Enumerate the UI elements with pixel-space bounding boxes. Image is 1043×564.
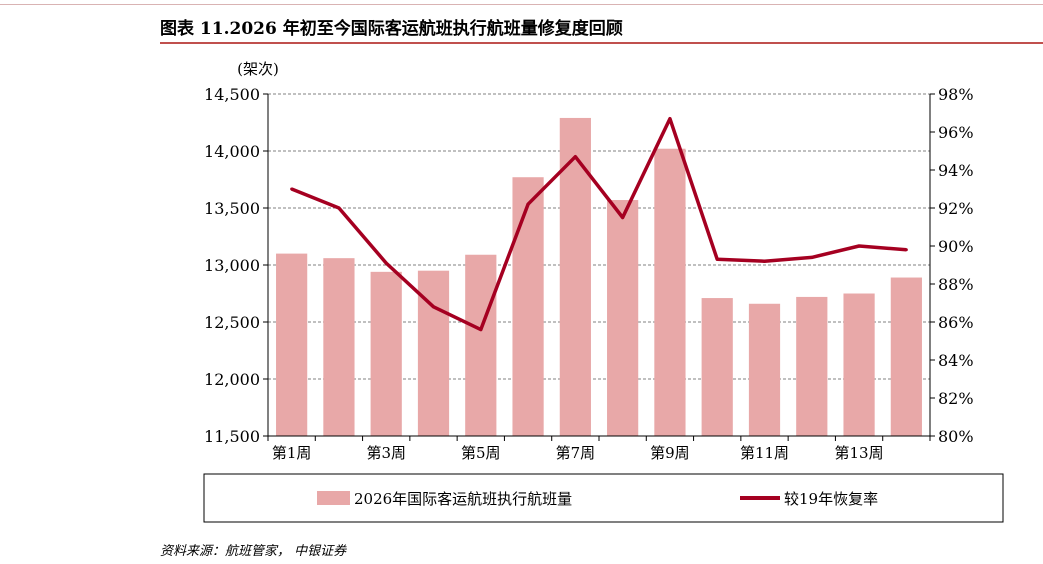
line-point (526, 202, 530, 206)
legend-line-label: 较19年恢复率 (784, 490, 878, 508)
bar (465, 254, 497, 436)
line-series (290, 116, 907, 332)
line-point (621, 216, 625, 219)
grid-layer (268, 93, 930, 380)
line-point (384, 261, 388, 265)
x-tick-label: 第1周 (272, 444, 312, 462)
bar (890, 277, 922, 436)
bar (512, 177, 544, 436)
top-divider (0, 4, 1043, 5)
legend-box (203, 473, 1004, 523)
bar (654, 148, 686, 436)
label-layer: 11,500 12,000 12,500 13,000 13,500 14,000 14,5… (204, 85, 974, 462)
bar (276, 253, 308, 436)
y-right-tick-label: 92% (938, 199, 974, 218)
line-point (763, 259, 766, 263)
bar (796, 296, 828, 436)
y-left-tick-label: 12,000 (204, 370, 260, 389)
y-right-tick-label: 88% (938, 275, 974, 294)
title-underline (160, 42, 1043, 44)
y-right-tick-label: 98% (938, 85, 974, 104)
x-tick-label: 第13周 (835, 444, 884, 462)
line-point (432, 305, 435, 309)
x-tick-label: 第5周 (461, 444, 501, 462)
x-tick-label: 第9周 (650, 444, 690, 462)
line-point (668, 117, 672, 121)
x-tick-label: 第7周 (556, 444, 596, 462)
bar (370, 271, 402, 436)
y-left-tick-label: 13,500 (204, 199, 260, 218)
line-layer (290, 116, 908, 332)
line-point (573, 155, 577, 159)
bar (748, 303, 781, 436)
y-left-tick-label: 13,000 (204, 256, 260, 275)
chart: 11,500 12,000 12,500 13,000 13,500 14,000 14,5… (203, 60, 1004, 523)
chart-title: 图表 11.2026 年初至今国际客运航班执行航班量修复度回顾 (160, 19, 623, 39)
line-point (290, 187, 294, 191)
x-tick-label: 第3周 (366, 444, 406, 462)
y-right-tick-label: 82% (938, 389, 974, 408)
line-point (904, 248, 908, 252)
y-left-tick-label: 14,500 (204, 85, 260, 104)
bars-layer (276, 117, 922, 436)
y-left-tick-label: 11,500 (204, 427, 260, 446)
bar (701, 298, 733, 436)
axes-layer (263, 93, 935, 441)
line-point (810, 255, 814, 259)
y-left-tick-label: 12,500 (204, 313, 260, 332)
y-right-tick-label: 84% (938, 351, 974, 370)
line-point (715, 257, 719, 261)
line-point (479, 328, 483, 332)
bar (607, 200, 639, 436)
y-right-tick-label: 90% (938, 237, 974, 256)
source-note: 资料来源：航班管家， 中银证券 (160, 544, 347, 559)
x-tick-label: 第11周 (740, 444, 789, 462)
y-axis-unit-label: (架次) (237, 60, 279, 78)
y-right-tick-label: 94% (938, 161, 974, 180)
bar (323, 258, 355, 436)
y-right-tick-label: 80% (938, 427, 974, 446)
legend-bar-label: 2026年国际客运航班执行航班量 (354, 490, 572, 508)
line-point (857, 244, 861, 248)
legend-bar-swatch (317, 491, 350, 505)
y-right-tick-label: 96% (938, 123, 974, 142)
line-point (337, 206, 341, 210)
bar (843, 293, 875, 436)
y-right-tick-label: 86% (938, 313, 974, 332)
y-left-tick-label: 14,000 (204, 142, 260, 161)
